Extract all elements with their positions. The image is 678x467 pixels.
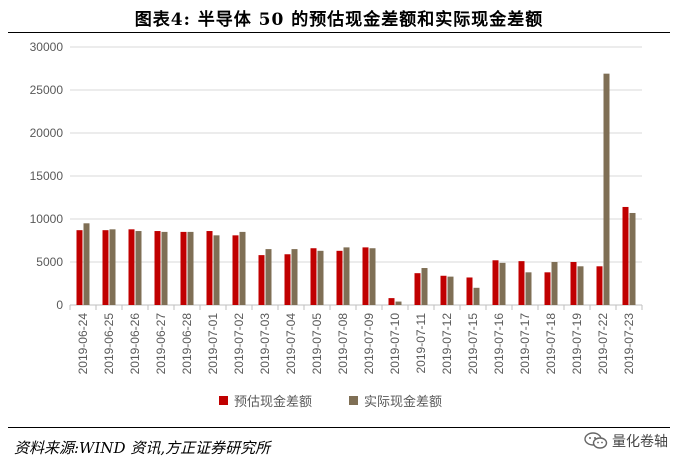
- bar-actual: [447, 276, 454, 305]
- bar-actual: [395, 301, 402, 305]
- bar-actual: [187, 231, 194, 305]
- x-tick-label: 2019-07-10: [388, 313, 402, 375]
- bar-estimated: [258, 255, 265, 305]
- bar-estimated: [232, 235, 239, 305]
- bar-estimated: [440, 275, 447, 305]
- x-tick-label: 2019-07-11: [414, 313, 428, 374]
- x-tick-label: 2019-07-01: [206, 313, 220, 375]
- bar-estimated: [388, 298, 395, 305]
- x-tick-label: 2019-07-15: [466, 313, 480, 375]
- x-tick-label: 2019-06-25: [102, 313, 116, 375]
- bar-estimated: [570, 262, 577, 305]
- bar-actual: [369, 248, 376, 305]
- bar-estimated: [596, 266, 603, 305]
- source-rule: [8, 427, 670, 428]
- legend-label: 预估现金差额: [234, 394, 312, 410]
- bar-estimated: [180, 231, 187, 305]
- bar-estimated: [492, 260, 499, 305]
- bar-estimated: [128, 229, 135, 305]
- bar-estimated: [544, 272, 551, 305]
- watermark-label: 量化卷轴: [612, 434, 668, 450]
- y-tick-label: 5000: [36, 255, 63, 269]
- bar-actual: [239, 231, 246, 305]
- bar-actual: [343, 247, 350, 305]
- bar-estimated: [336, 250, 343, 305]
- bar-estimated: [310, 248, 317, 305]
- bar-actual: [629, 212, 636, 305]
- bar-actual: [161, 231, 168, 305]
- x-tick-label: 2019-07-19: [570, 313, 584, 375]
- x-tick-label: 2019-07-18: [544, 313, 558, 375]
- bar-estimated: [466, 277, 473, 305]
- title-bar: 图表4: 半导体 50 的预估现金差额和实际现金差额: [0, 0, 678, 32]
- bar-actual: [525, 272, 532, 305]
- bar-actual: [83, 223, 90, 305]
- x-tick-label: 2019-07-17: [518, 313, 532, 375]
- x-tick-label: 2019-07-12: [440, 313, 454, 375]
- bar-estimated: [206, 231, 213, 305]
- bar-actual: [265, 249, 272, 305]
- bar-actual: [499, 262, 506, 305]
- title-rule: [8, 32, 670, 33]
- bar-actual: [213, 235, 220, 305]
- bar-actual: [291, 249, 298, 305]
- y-tick-label: 30000: [30, 40, 64, 54]
- x-tick-label: 2019-06-28: [180, 313, 194, 375]
- x-tick-label: 2019-07-02: [232, 313, 246, 375]
- y-tick-label: 25000: [30, 83, 64, 97]
- bar-estimated: [154, 231, 161, 305]
- bar-actual: [551, 262, 558, 305]
- bar-estimated: [102, 230, 109, 305]
- y-tick-label: 20000: [30, 126, 64, 140]
- bar-actual: [473, 287, 480, 305]
- x-tick-label: 2019-07-22: [596, 313, 610, 375]
- legend-swatch: [349, 396, 358, 405]
- x-tick-label: 2019-06-27: [154, 313, 168, 375]
- watermark: 量化卷轴: [584, 431, 668, 451]
- x-tick-label: 2019-07-04: [284, 313, 298, 375]
- bar-actual: [421, 268, 428, 305]
- wechat-icon: [584, 432, 608, 449]
- x-tick-label: 2019-07-08: [336, 313, 350, 375]
- bar-actual: [317, 250, 324, 305]
- bar-estimated: [362, 247, 369, 305]
- x-tick-label: 2019-07-03: [258, 313, 272, 375]
- source-text: 资料来源:WIND 资讯,方正证券研究所: [14, 439, 271, 457]
- bar-actual: [577, 266, 584, 305]
- y-tick-label: 10000: [30, 212, 64, 226]
- x-tick-label: 2019-07-23: [622, 313, 636, 375]
- x-tick-label: 2019-06-24: [76, 313, 90, 375]
- bar-estimated: [284, 254, 291, 305]
- chart-title: 图表4: 半导体 50 的预估现金差额和实际现金差额: [134, 10, 544, 30]
- bar-estimated: [518, 261, 525, 305]
- bar-estimated: [76, 230, 83, 305]
- x-tick-label: 2019-07-05: [310, 313, 324, 375]
- bar-actual: [109, 229, 116, 305]
- bar-chart: 0 5000 10000 15000 20000 25000 30000 2019-06-24…: [30, 40, 643, 410]
- bar-actual: [135, 231, 142, 305]
- bar-estimated: [414, 273, 421, 305]
- bar-estimated: [622, 206, 629, 305]
- y-tick-label: 15000: [30, 169, 64, 183]
- legend-swatch: [219, 396, 228, 405]
- x-tick-label: 2019-07-16: [492, 313, 506, 375]
- x-tick-label: 2019-07-09: [362, 313, 376, 375]
- y-tick-label: 0: [56, 298, 63, 312]
- bar-actual: [603, 73, 610, 305]
- x-tick-label: 2019-06-26: [128, 313, 142, 375]
- legend-label: 实际现金差额: [364, 394, 442, 410]
